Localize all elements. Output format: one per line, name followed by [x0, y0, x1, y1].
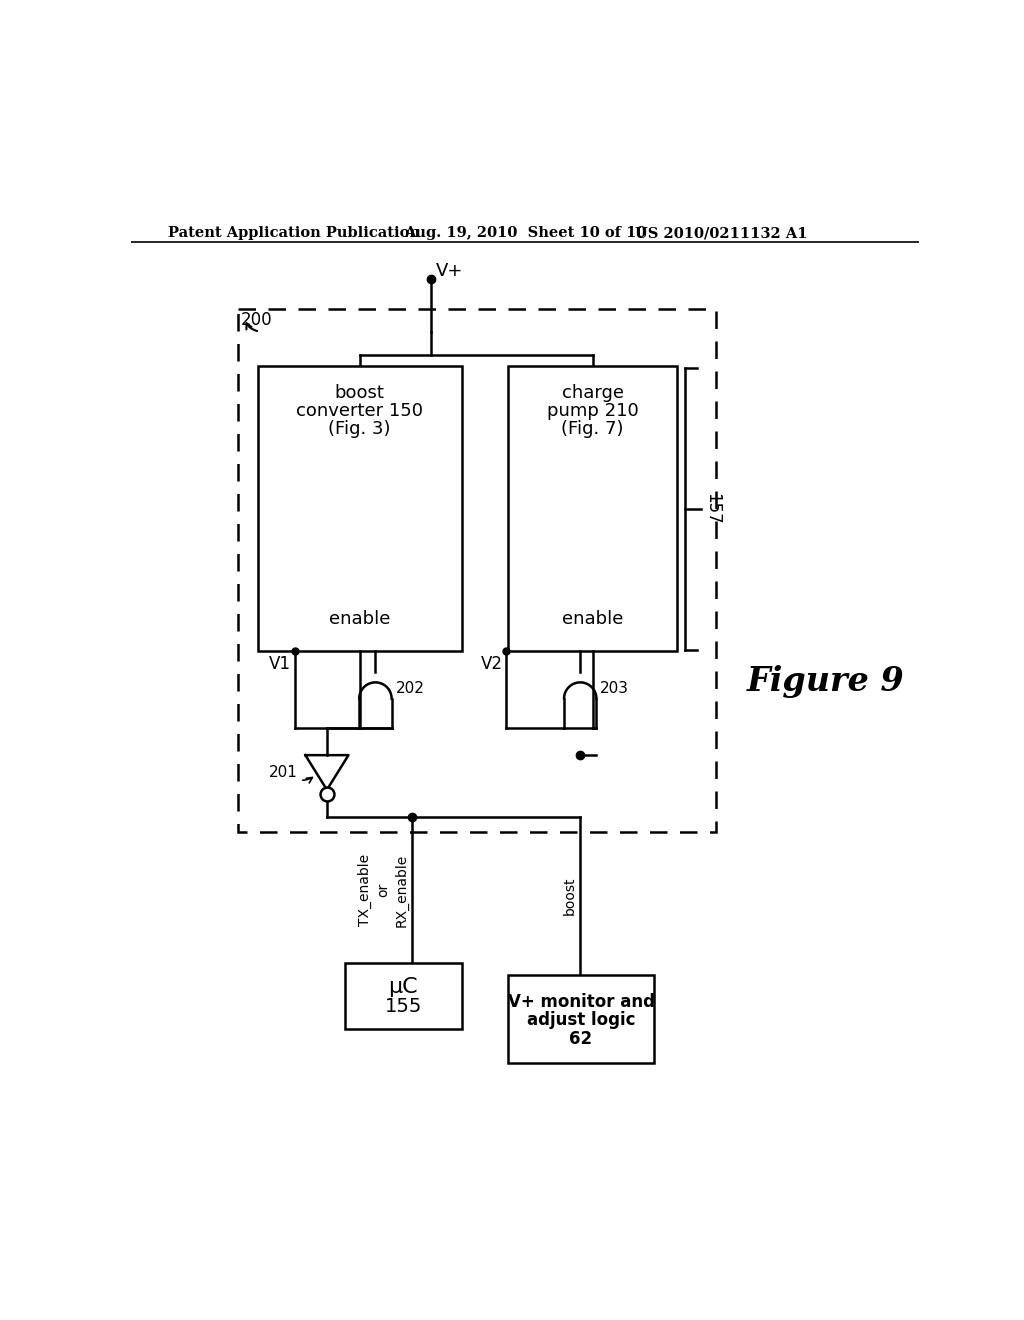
Text: charge: charge — [561, 384, 624, 403]
Text: pump 210: pump 210 — [547, 403, 638, 420]
Text: adjust logic: adjust logic — [526, 1011, 635, 1030]
Text: 155: 155 — [384, 997, 422, 1016]
Text: V2: V2 — [480, 655, 503, 673]
Text: Patent Application Publication: Patent Application Publication — [168, 226, 420, 240]
Text: Aug. 19, 2010  Sheet 10 of 10: Aug. 19, 2010 Sheet 10 of 10 — [403, 226, 646, 240]
Text: US 2010/0211132 A1: US 2010/0211132 A1 — [635, 226, 807, 240]
Text: 201: 201 — [268, 766, 298, 780]
Text: (Fig. 7): (Fig. 7) — [561, 420, 624, 438]
Text: (Fig. 3): (Fig. 3) — [329, 420, 391, 438]
Polygon shape — [345, 964, 462, 1028]
Text: 202: 202 — [395, 681, 424, 696]
Text: V+: V+ — [435, 261, 463, 280]
Text: V1: V1 — [268, 655, 291, 673]
Polygon shape — [258, 367, 462, 651]
Text: Figure 9: Figure 9 — [746, 665, 904, 698]
Polygon shape — [508, 367, 677, 651]
Text: 200: 200 — [241, 312, 272, 329]
Text: μC: μC — [388, 977, 418, 997]
Text: 157: 157 — [702, 492, 721, 524]
Text: boost: boost — [563, 876, 578, 915]
Text: 62: 62 — [569, 1030, 593, 1048]
Text: V+ monitor and: V+ monitor and — [508, 993, 654, 1011]
Text: enable: enable — [329, 610, 390, 628]
Text: boost: boost — [335, 384, 385, 403]
Text: 203: 203 — [600, 681, 630, 696]
Polygon shape — [508, 974, 654, 1063]
Text: converter 150: converter 150 — [296, 403, 423, 420]
Text: enable: enable — [562, 610, 624, 628]
Text: TX_enable
or
RX_enable: TX_enable or RX_enable — [357, 853, 409, 927]
